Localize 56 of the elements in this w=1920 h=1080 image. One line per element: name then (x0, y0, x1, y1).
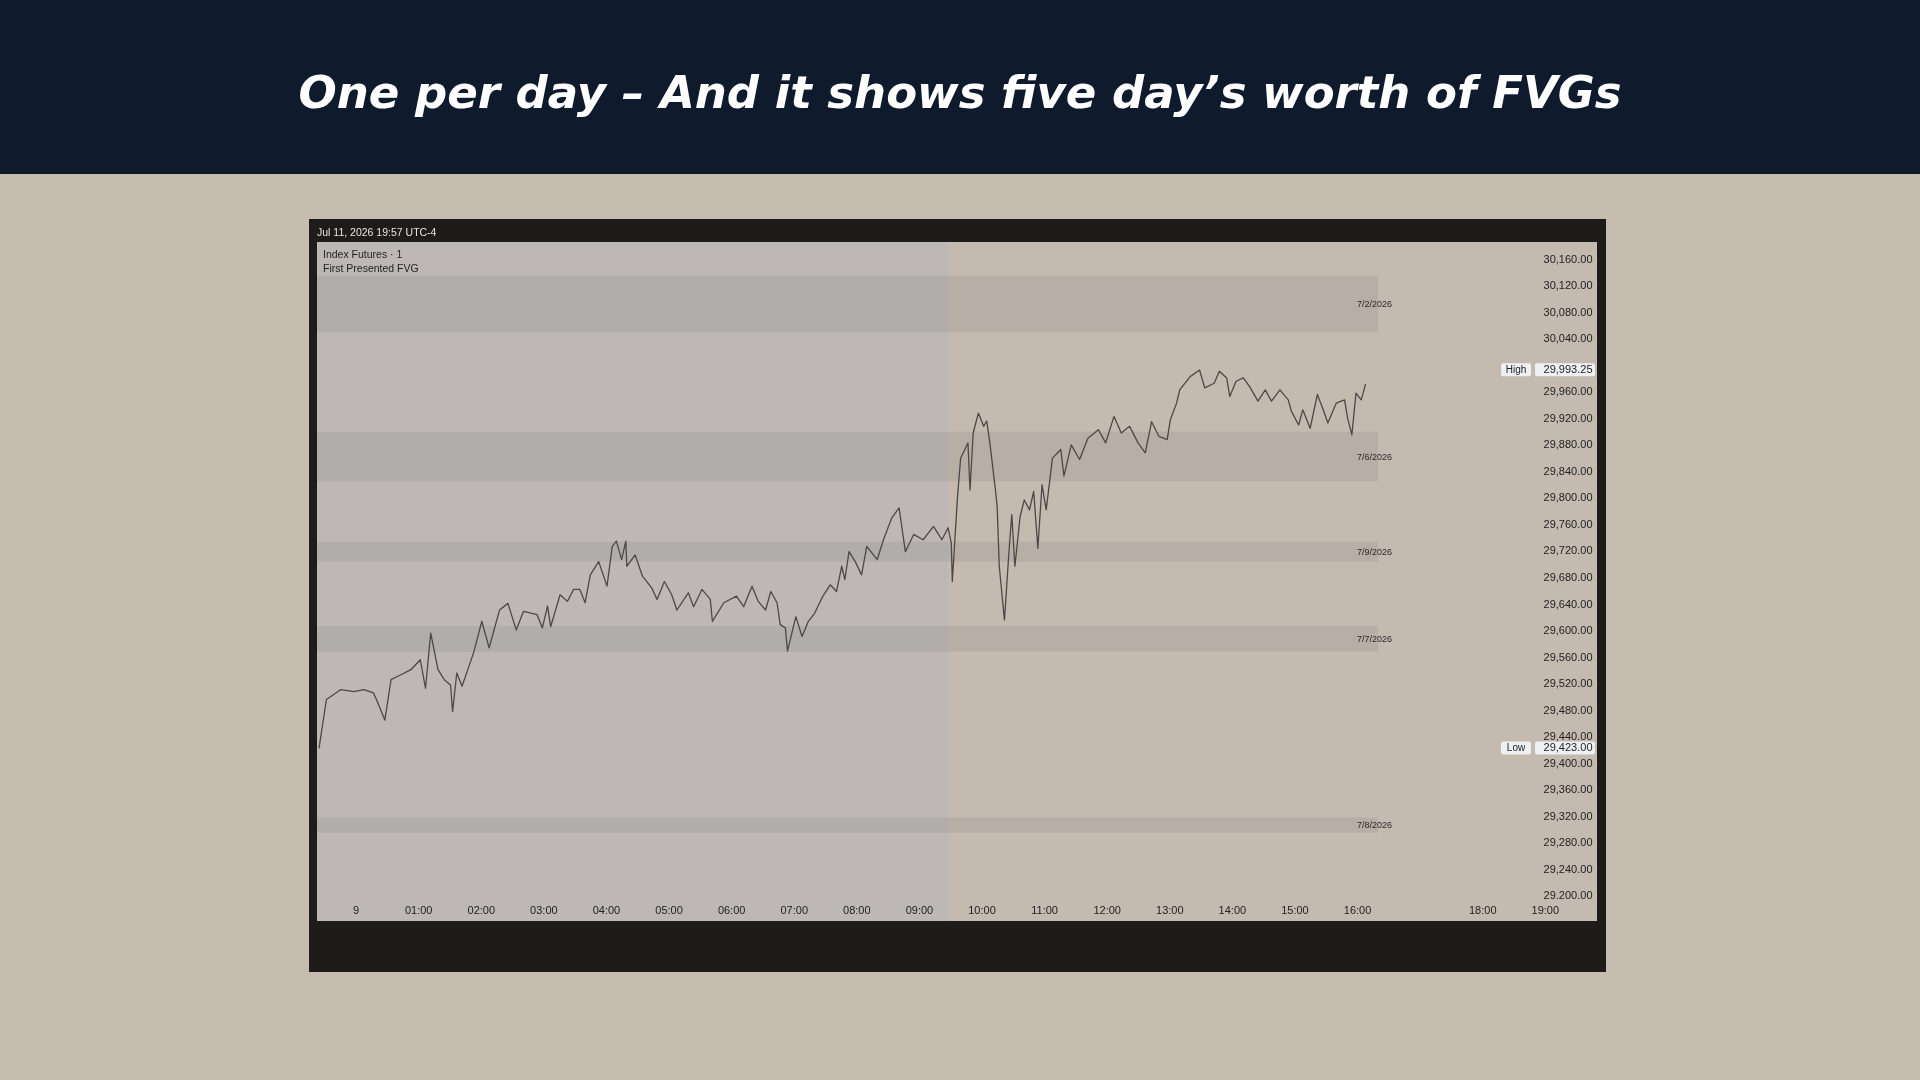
x-tick-label: 08:00 (843, 903, 871, 916)
y-tick-label: 29,360.00 (1543, 783, 1593, 796)
band-label: 7/7/2026 (1357, 633, 1393, 644)
y-tick-label: 29,720.00 (1543, 544, 1593, 557)
x-tick-label: 19:00 (1531, 903, 1560, 916)
x-tick-label: 14:00 (1218, 903, 1247, 916)
y-tick-label: 29,920.00 (1543, 411, 1593, 424)
x-tick-label: 01:00 (404, 903, 433, 916)
y-tick-label: 30,080.00 (1543, 305, 1593, 318)
x-tick-label: 16:00 (1343, 903, 1372, 916)
y-tick-label: 29,960.00 (1543, 385, 1593, 398)
x-tick-label: 12:00 (1093, 903, 1121, 916)
y-tick-label: 29.200.00 (1543, 889, 1593, 902)
x-tick-label: 13:00 (1156, 903, 1184, 916)
y-tick-label: 30,120.00 (1543, 279, 1593, 292)
y-tick-label: 29,520.00 (1543, 677, 1593, 690)
y-tick-label: 29,840.00 (1543, 464, 1593, 477)
band-label: 7/2/2026 (1357, 299, 1393, 309)
x-tick-label: 03:00 (530, 903, 558, 916)
y-tick-label: 29,320.00 (1543, 809, 1593, 822)
y-tick-label: 29,280.00 (1543, 836, 1593, 849)
annotation: First Presented FVG (323, 262, 419, 274)
x-tick-label: 9 (353, 903, 360, 916)
y-tick-label: 29,680.00 (1543, 571, 1593, 584)
x-tick-label: 04:00 (592, 903, 621, 916)
y-tick-label: 29,800.00 (1543, 491, 1593, 504)
x-tick-label: 11:00 (1031, 903, 1058, 916)
x-tick-label: 15:00 (1281, 903, 1309, 916)
band-label: 7/9/2026 (1357, 546, 1393, 557)
x-tick-label: 18:00 (1468, 903, 1497, 916)
y-tick-label: 29,993.25 (1543, 363, 1593, 376)
y-tick-label: 29,880.00 (1543, 438, 1593, 451)
x-tick-label: 05:00 (655, 903, 683, 916)
y-tick-label: 29,440.00 (1543, 730, 1593, 743)
annotation: Low (1506, 741, 1526, 753)
y-tick-label: 29,423.00 (1543, 741, 1593, 754)
x-tick-label: 02:00 (467, 903, 496, 916)
y-tick-label: 30,160.00 (1543, 252, 1593, 265)
x-tick-label: 10:00 (968, 903, 996, 916)
y-tick-label: 29,640.00 (1543, 597, 1593, 610)
y-tick-label: 29,760.00 (1543, 517, 1593, 530)
x-tick-label: 07:00 (780, 903, 809, 916)
chart-title: One per day – And it shows five day’s worth of FVGs (298, 65, 1622, 119)
y-tick-label: 29,240.00 (1543, 862, 1593, 875)
annotation: High (1505, 363, 1527, 375)
x-tick-label: 06:00 (717, 903, 746, 916)
y-tick-label: 30,040.00 (1543, 332, 1593, 345)
band-label: 7/8/2026 (1357, 820, 1393, 831)
band-label: 7/6/2026 (1357, 451, 1393, 462)
y-tick-label: 29,560.00 (1543, 650, 1593, 663)
y-tick-label: 29,400.00 (1543, 756, 1593, 769)
y-tick-label: 29,480.00 (1543, 703, 1593, 716)
text: Jul 11, 2026 19:57 UTC-4 (317, 225, 437, 240)
x-tick-label: 09:00 (905, 903, 934, 916)
y-tick-label: 29,600.00 (1543, 624, 1593, 637)
annotation: Index Futures · 1 (323, 248, 403, 260)
